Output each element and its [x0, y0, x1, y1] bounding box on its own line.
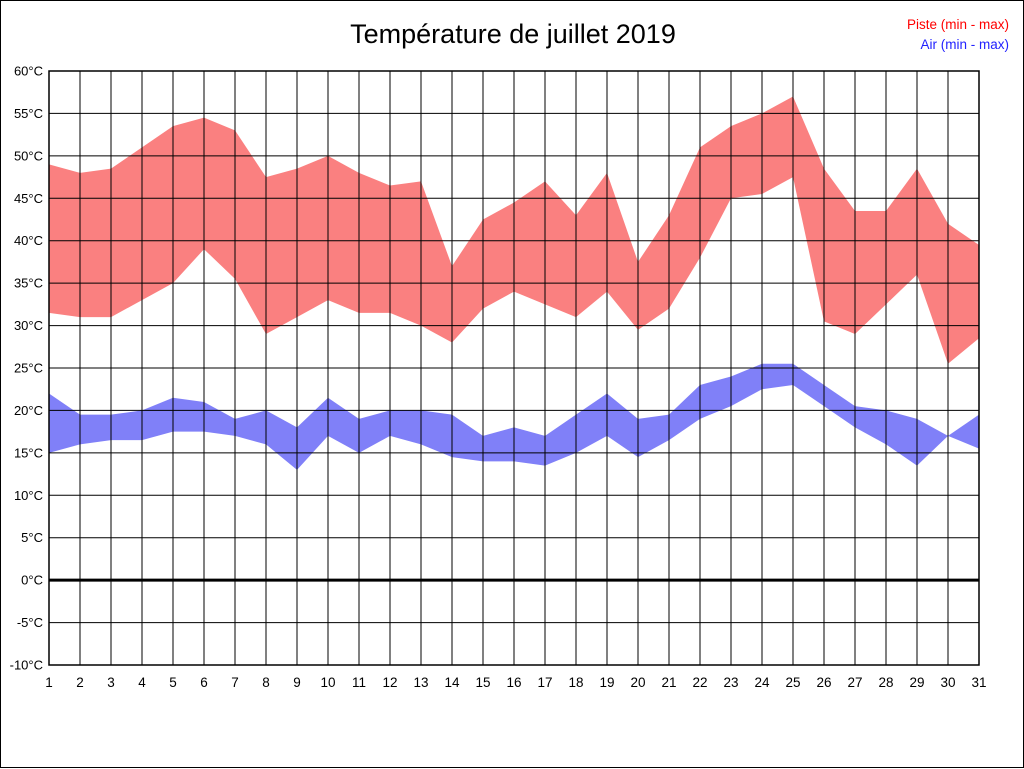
legend-item-piste: Piste (min - max): [906, 17, 1009, 32]
y-axis-tick-label: -5°C: [17, 615, 43, 630]
y-axis-tick-label: 60°C: [14, 64, 43, 79]
page-title: Température de juillet 2019: [350, 19, 676, 49]
x-axis-tick-label: 10: [320, 675, 335, 690]
x-axis-tick-label: 8: [262, 675, 270, 690]
x-axis-tick-label: 29: [909, 675, 924, 690]
x-axis-tick-label: 14: [444, 675, 460, 690]
x-axis-tick-label: 6: [200, 675, 208, 690]
y-axis-tick-label: 25°C: [14, 361, 43, 376]
x-axis-tick-label: 18: [568, 675, 583, 690]
x-axis-tick-label: 23: [723, 675, 738, 690]
y-axis-tick-label: 15°C: [14, 445, 43, 460]
x-axis-tick-label: 4: [138, 675, 146, 690]
y-axis-tick-label: 45°C: [14, 191, 43, 206]
x-axis-tick-label: 22: [692, 675, 707, 690]
x-axis-tick-label: 24: [754, 675, 770, 690]
x-axis-tick-label: 31: [971, 675, 986, 690]
x-axis-tick-label: 25: [785, 675, 800, 690]
x-axis-tick-label: 26: [816, 675, 831, 690]
y-axis-tick-label: 55°C: [14, 106, 43, 121]
x-axis-tick-label: 12: [382, 675, 397, 690]
y-axis-tick-label: 35°C: [14, 276, 43, 291]
y-axis-tick-label: 0°C: [21, 573, 43, 588]
x-axis-tick-label: 20: [630, 675, 645, 690]
x-axis-tick-label: 19: [599, 675, 614, 690]
y-axis-tick-label: -10°C: [10, 658, 43, 673]
y-axis-tick-label: 30°C: [14, 318, 43, 333]
legend-item-air: Air (min - max): [920, 37, 1010, 52]
y-axis-tick-label: 40°C: [14, 233, 43, 248]
x-axis-tick-label: 9: [293, 675, 301, 690]
x-axis-tick-label: 30: [940, 675, 955, 690]
x-axis-tick-label: 11: [352, 675, 366, 690]
x-axis-tick-label: 17: [537, 675, 552, 690]
y-axis-tick-label: 10°C: [14, 488, 43, 503]
x-axis-tick-label: 28: [878, 675, 893, 690]
y-axis-tick-label: 50°C: [14, 148, 43, 163]
legend: Piste (min - max) Air (min - max): [907, 15, 1009, 55]
x-axis-tick-label: 27: [847, 675, 862, 690]
x-axis-tick-label: 5: [169, 675, 177, 690]
x-axis-tick-label: 21: [661, 675, 676, 690]
x-axis-tick-label: 13: [413, 675, 428, 690]
x-axis-tick-label: 1: [45, 675, 53, 690]
y-axis-tick-label: 20°C: [14, 403, 43, 418]
air-band: [49, 363, 979, 470]
plot-border: [48, 70, 980, 666]
y-axis-tick-label: 5°C: [21, 530, 43, 545]
x-axis-tick-label: 7: [231, 675, 239, 690]
x-axis-tick-label: 3: [107, 675, 115, 690]
x-axis-tick-label: 16: [506, 675, 521, 690]
x-axis-tick-label: 2: [76, 675, 84, 690]
x-axis-tick-label: 15: [475, 675, 490, 690]
